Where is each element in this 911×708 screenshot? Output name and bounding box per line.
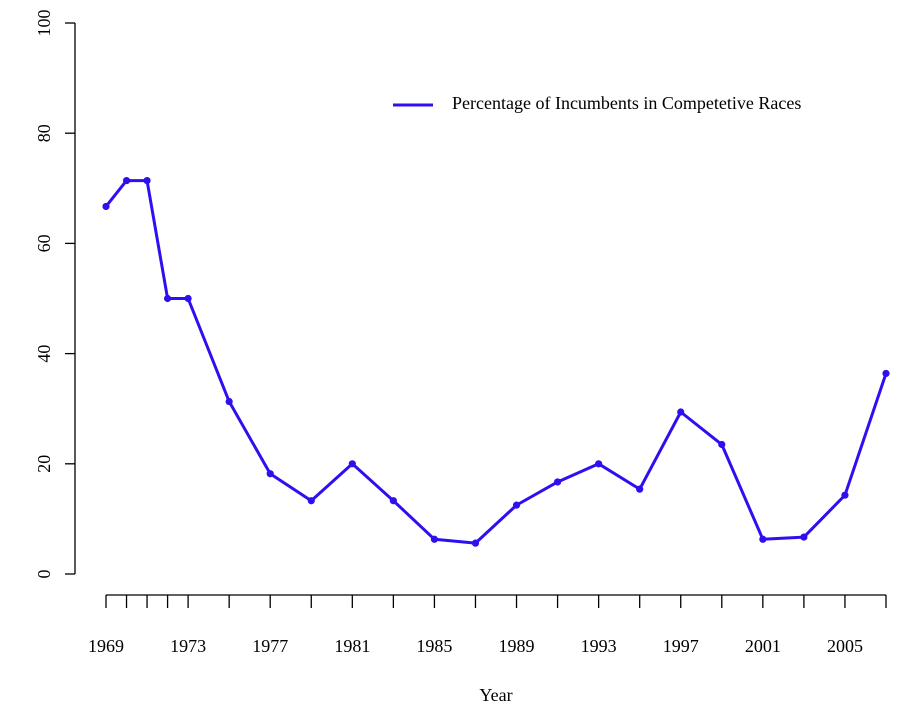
- legend-label: Percentage of Incumbents in Competetive …: [452, 93, 801, 113]
- data-point: [595, 460, 603, 468]
- data-point: [266, 470, 274, 478]
- data-point: [430, 535, 439, 543]
- y-tick-label: 100: [34, 10, 54, 37]
- y-tick-label: 40: [34, 345, 54, 363]
- y-tick-label: 80: [34, 124, 54, 142]
- x-tick-label: 1977: [252, 636, 288, 656]
- data-point: [471, 539, 480, 547]
- y-tick-label: 60: [34, 234, 54, 252]
- x-tick-label: 1985: [416, 636, 452, 656]
- data-point: [389, 497, 397, 505]
- data-point: [718, 440, 726, 449]
- data-point: [841, 491, 849, 499]
- y-tick-label: 0: [34, 570, 54, 579]
- data-point: [348, 460, 356, 468]
- data-point: [759, 535, 767, 543]
- x-tick-label: 1993: [581, 636, 617, 656]
- y-tick-label: 20: [34, 455, 54, 473]
- data-point: [882, 369, 890, 378]
- data-point: [122, 176, 131, 185]
- data-point: [102, 202, 110, 211]
- data-point: [225, 397, 233, 406]
- data-point: [512, 501, 521, 509]
- data-point: [143, 176, 151, 185]
- data-point: [307, 497, 315, 505]
- series-line: [104, 179, 888, 545]
- data-point: [677, 408, 685, 416]
- x-axis-label: Year: [479, 685, 512, 705]
- x-tick-label: 2005: [827, 636, 863, 656]
- x-tick-label: 1981: [334, 636, 370, 656]
- data-point: [163, 294, 172, 303]
- data-point: [184, 294, 192, 303]
- x-tick-label: 2001: [745, 636, 781, 656]
- x-tick-label: 1989: [499, 636, 535, 656]
- x-tick-label: 1969: [88, 636, 124, 656]
- data-point: [636, 485, 644, 493]
- data-point: [553, 478, 562, 486]
- x-tick-label: 1997: [663, 636, 699, 656]
- x-tick-label: 1973: [170, 636, 206, 656]
- data-point: [800, 533, 808, 541]
